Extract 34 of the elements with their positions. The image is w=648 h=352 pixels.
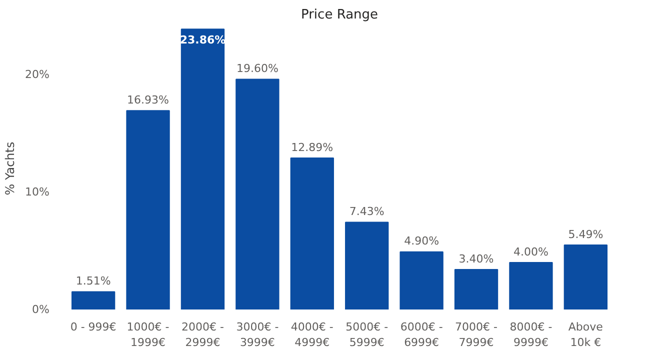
bar <box>290 158 334 310</box>
data-label: 4.90% <box>404 234 440 248</box>
bar <box>126 110 170 310</box>
x-tick-label: 8000€ - 9999€ <box>510 320 552 350</box>
bar <box>345 222 389 310</box>
data-label: 3.40% <box>458 252 494 266</box>
y-tick-label: 20% <box>25 68 50 81</box>
x-tick-label: 1000€ - 1999€ <box>126 320 170 350</box>
y-axis-title: % Yachts <box>3 142 18 196</box>
x-tick-label: 3000€ - 3999€ <box>236 320 279 350</box>
data-label: 12.89% <box>291 140 334 154</box>
bar <box>454 269 498 310</box>
x-tick-label: 7000€ - 7999€ <box>455 320 498 350</box>
data-label: 4.00% <box>514 245 548 258</box>
x-tick-label: 5000€ - 5999€ <box>346 320 388 350</box>
bar <box>180 28 225 310</box>
x-tick-label: 6000€ - 6999€ <box>400 320 443 350</box>
data-label: 5.49% <box>568 228 604 241</box>
y-tick-label: 0% <box>32 303 50 316</box>
chart-title: Price Range <box>300 8 378 22</box>
bar <box>236 78 280 310</box>
x-tick-label: Above 10k € <box>568 320 604 350</box>
data-label: 19.60% <box>236 62 278 75</box>
data-label: 7.43% <box>349 204 384 218</box>
bar <box>71 291 116 310</box>
bar <box>400 251 444 310</box>
data-label: 1.51% <box>76 274 111 288</box>
bar <box>509 262 553 310</box>
y-tick-label: 10% <box>25 186 50 198</box>
bar <box>564 244 608 310</box>
x-tick-label: 4000€ - 4999€ <box>290 320 334 350</box>
data-label: 16.93% <box>127 93 170 106</box>
x-tick-label: 2000€ - 2999€ <box>182 320 224 350</box>
x-tick-label: 0 - 999€ <box>70 320 116 334</box>
